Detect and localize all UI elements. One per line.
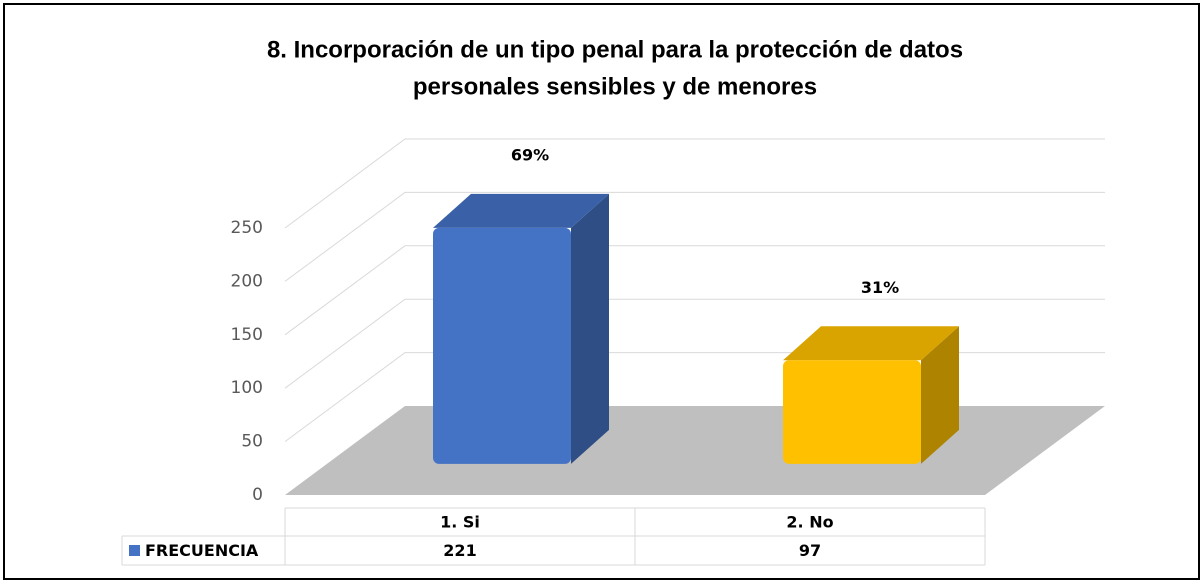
chart-title: 8. Incorporación de un tipo penal para l… bbox=[267, 36, 963, 63]
bar-side bbox=[921, 326, 959, 464]
y-tick-label: 200 bbox=[231, 271, 263, 291]
bar-side bbox=[571, 193, 609, 464]
table-value: 97 bbox=[799, 541, 821, 560]
grid-line bbox=[284, 138, 1105, 229]
grid-line bbox=[284, 191, 1105, 282]
table-value: 221 bbox=[443, 541, 476, 560]
floor bbox=[285, 406, 1105, 495]
bar-top bbox=[433, 193, 609, 228]
y-tick-label: 0 bbox=[252, 485, 263, 505]
y-tick-label: 150 bbox=[231, 325, 263, 345]
data-label: 69% bbox=[511, 145, 549, 164]
chart-subtitle: personales sensibles y de menores bbox=[413, 73, 817, 100]
x-tick-label: 1. Si bbox=[440, 513, 480, 532]
legend-marker bbox=[129, 545, 140, 556]
legend-label: FRECUENCIA bbox=[145, 541, 259, 560]
bar bbox=[433, 227, 571, 464]
grid-line bbox=[284, 245, 1105, 336]
y-tick-label: 50 bbox=[241, 432, 263, 452]
y-tick-label: 250 bbox=[231, 218, 263, 238]
bar bbox=[783, 360, 921, 464]
data-label: 31% bbox=[861, 278, 899, 297]
bar-top bbox=[783, 326, 959, 361]
x-tick-label: 2. No bbox=[786, 513, 833, 532]
y-tick-label: 100 bbox=[231, 378, 263, 398]
grid-line bbox=[284, 298, 1105, 389]
